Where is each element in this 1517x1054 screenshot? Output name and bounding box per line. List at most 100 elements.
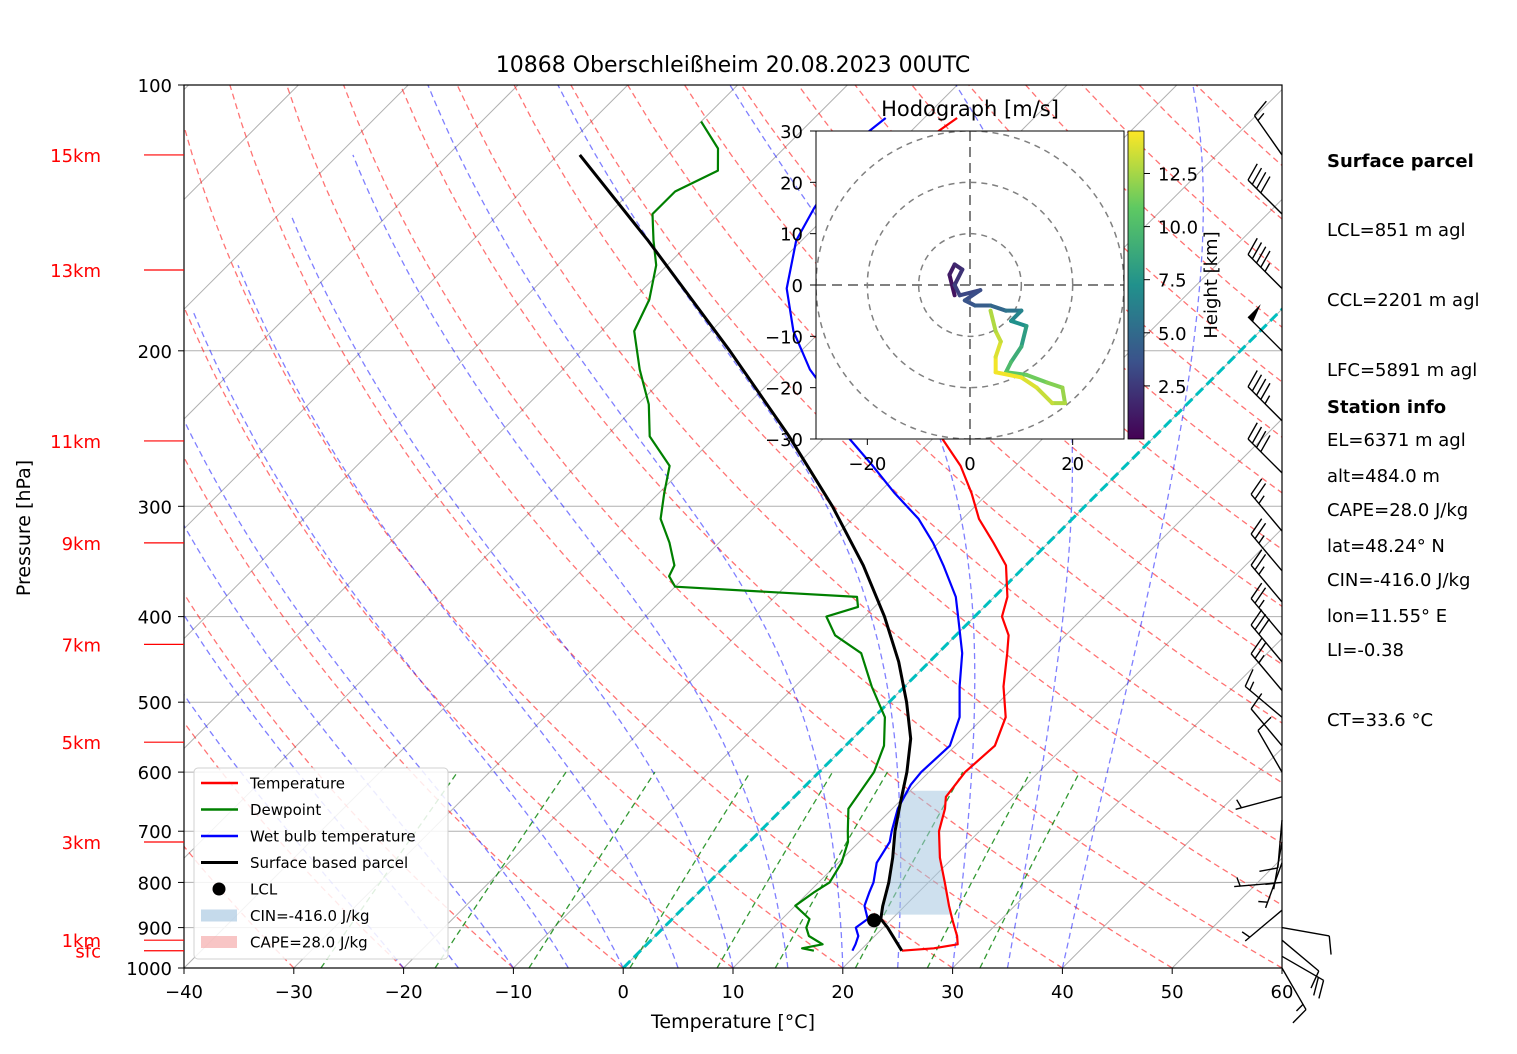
hodograph-y-tick-label: −30 bbox=[765, 430, 803, 451]
wind-barb bbox=[1250, 609, 1283, 663]
legend: Temperature Dewpoint Wet bulb temperature S… bbox=[193, 767, 449, 960]
x-tick-label: 50 bbox=[1161, 982, 1184, 1003]
station-altitude: alt=484.0 m bbox=[1327, 466, 1440, 488]
hodograph-segment bbox=[1060, 385, 1067, 406]
lfc-value: LFC=5891 m agl bbox=[1327, 360, 1478, 382]
isotherm bbox=[952, 637, 1282, 968]
x-tick-label: 0 bbox=[617, 982, 628, 1003]
isotherm bbox=[184, 85, 409, 310]
wind-barb bbox=[1247, 163, 1283, 215]
moist-adiabat bbox=[237, 264, 679, 968]
ccl-value: CCL=2201 m agl bbox=[1327, 290, 1480, 312]
wind-barb bbox=[1250, 478, 1283, 532]
y-tick-label: 1000 bbox=[126, 959, 172, 980]
hodograph-x-tick-label: −20 bbox=[848, 454, 886, 475]
dry-adiabat bbox=[184, 455, 624, 968]
height-label: 7km bbox=[62, 635, 101, 656]
x-tick-label: −40 bbox=[165, 982, 203, 1003]
moist-adiabat bbox=[192, 310, 624, 968]
mixing-ratio-line bbox=[774, 771, 888, 968]
dry-adiabat bbox=[229, 85, 953, 968]
hodograph-segment bbox=[1009, 318, 1029, 329]
x-tick-label: 10 bbox=[722, 982, 745, 1003]
mixing-ratio-line bbox=[926, 771, 1031, 968]
moist-adiabat bbox=[289, 213, 734, 968]
hodograph-x-tick-label: 20 bbox=[1061, 454, 1084, 475]
y-tick-label: 700 bbox=[138, 822, 172, 843]
dry-adiabat bbox=[184, 305, 734, 968]
legend-label: CIN=-416.0 J/kg bbox=[250, 907, 370, 925]
legend-label: Dewpoint bbox=[250, 801, 321, 819]
y-tick-label: 900 bbox=[138, 919, 172, 940]
legend-label: CAPE=28.0 J/kg bbox=[250, 934, 368, 952]
hodograph: −20 0 20 −30 −20 −10 0 10 20 30 Hodograph [m/s] 2… bbox=[765, 97, 1222, 475]
height-label: 11km bbox=[50, 432, 101, 453]
colorbar-tick-label: 7.5 bbox=[1158, 271, 1187, 292]
hodograph-y-tick-label: 10 bbox=[780, 225, 803, 246]
colorbar-tick-label: 2.5 bbox=[1158, 377, 1187, 398]
colorbar-tick-label: 5.0 bbox=[1158, 324, 1187, 345]
dry-adiabat bbox=[286, 85, 1063, 968]
height-label: 1km bbox=[62, 931, 101, 952]
hodograph-ring bbox=[917, 232, 1023, 338]
x-tick-label: 20 bbox=[831, 982, 854, 1003]
legend-item: Wet bulb temperature bbox=[201, 828, 416, 846]
freezing-isotherm bbox=[622, 307, 1282, 968]
hodograph-segment bbox=[1009, 344, 1024, 364]
isotherm bbox=[513, 198, 1282, 968]
legend-item: CAPE=28.0 J/kg bbox=[201, 934, 368, 952]
hodograph-segment bbox=[988, 303, 1008, 313]
x-tick-label: 60 bbox=[1271, 982, 1294, 1003]
hodograph-segment bbox=[1034, 385, 1055, 406]
legend-box bbox=[193, 767, 449, 960]
dry-adiabat bbox=[456, 85, 1282, 906]
dry-adiabat bbox=[342, 85, 1173, 968]
hodograph-segment bbox=[1003, 370, 1029, 377]
hodograph-segment bbox=[993, 370, 1024, 380]
hodograph-segment bbox=[1024, 372, 1049, 385]
hodograph-y-tick-label: −20 bbox=[765, 379, 803, 400]
legend-item: LCL bbox=[212, 881, 278, 899]
height-label: 13km bbox=[50, 261, 101, 282]
dry-adiabat bbox=[184, 123, 844, 968]
x-tick-label: −30 bbox=[275, 982, 313, 1003]
lcl-marker bbox=[867, 913, 882, 928]
y-tick-label: 800 bbox=[138, 873, 172, 894]
legend-label: Wet bulb temperature bbox=[250, 828, 416, 846]
legend-item: CIN=-416.0 J/kg bbox=[201, 907, 370, 925]
wind-barb bbox=[1281, 967, 1307, 1024]
hodograph-colorbar bbox=[1127, 130, 1145, 440]
legend-label: LCL bbox=[250, 881, 278, 899]
mixing-ratio-line bbox=[716, 771, 834, 968]
hodograph-y-tick-label: 0 bbox=[792, 276, 803, 297]
el-value: EL=6371 m agl bbox=[1327, 430, 1466, 452]
height-label: 9km bbox=[62, 534, 101, 555]
x-tick-label: 30 bbox=[941, 982, 964, 1003]
y-axis-label: Pressure [hPa] bbox=[13, 460, 35, 596]
wind-barb bbox=[1247, 370, 1283, 422]
li-value: LI=-0.38 bbox=[1327, 639, 1404, 661]
dewpoint-line bbox=[633, 120, 887, 952]
isotherm bbox=[184, 85, 738, 640]
y-tick-label: 200 bbox=[138, 342, 172, 363]
station-info-heading: Station info bbox=[1327, 396, 1447, 418]
y-tick-label: 400 bbox=[138, 608, 172, 629]
height-label: 5km bbox=[62, 733, 101, 754]
x-axis-label: Temperature [°C] bbox=[650, 1011, 815, 1033]
x-tick-label: −10 bbox=[494, 982, 532, 1003]
hodograph-segment bbox=[988, 308, 998, 334]
legend-label: Temperature bbox=[249, 775, 345, 793]
hodograph-segment bbox=[993, 339, 1003, 359]
wind-barb bbox=[1247, 422, 1283, 474]
mixing-ratio-line bbox=[979, 771, 1081, 968]
mixing-ratio-line bbox=[854, 771, 964, 968]
hodograph-segment bbox=[962, 288, 983, 303]
wetbulb-line bbox=[785, 117, 964, 952]
y-tick-label: 100 bbox=[138, 76, 172, 97]
wind-barb bbox=[1250, 518, 1283, 572]
y-tick-label: 500 bbox=[138, 693, 172, 714]
wind-barb bbox=[1247, 304, 1283, 352]
skewt-ticks: −40 −30 −20 −10 0 10 20 30 40 50 60100200300400500… bbox=[50, 76, 1293, 1003]
wind-barb bbox=[1244, 669, 1283, 718]
